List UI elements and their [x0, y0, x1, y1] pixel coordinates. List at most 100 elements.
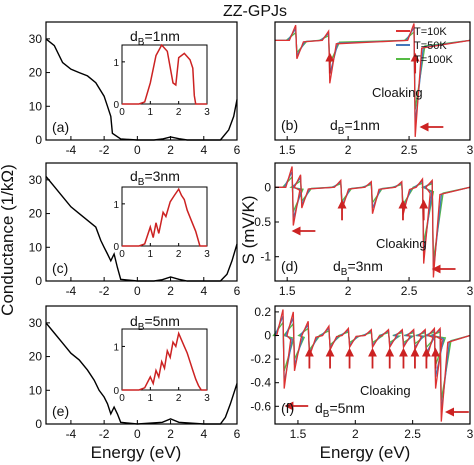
seebeck-panel: 1.5 2 2.5 3 0 -0.5 -1 Cloaking (d) dB=3nm — [250, 162, 474, 298]
inset-line — [122, 330, 207, 391]
x-tick-label: -2 — [99, 427, 110, 441]
seebeck-line — [275, 175, 471, 261]
annotation-cloaking: Cloaking — [372, 85, 423, 100]
y-tick-label: 30 — [29, 316, 43, 330]
y-tick-label: 20 — [29, 66, 43, 80]
inset-frame — [121, 186, 208, 247]
y-tick-label: 0 — [35, 274, 42, 288]
inset-line — [122, 187, 207, 247]
annotation-cloaking: Cloaking — [376, 236, 427, 251]
y-tick-label: -0.4 — [250, 376, 271, 390]
y-tick-label: 10 — [29, 99, 43, 113]
inset-y-tick-label: 0 — [113, 100, 119, 111]
inset-x-tick-label: 3 — [204, 249, 210, 260]
x-tick-label: 2.5 — [404, 427, 421, 441]
inset-frame — [121, 328, 208, 391]
x-tick-label: 4 — [200, 427, 207, 441]
y-tick-label: -0.5 — [250, 215, 271, 229]
y-tick-label: 0 — [35, 133, 42, 147]
x-tick-label: 2 — [345, 143, 352, 157]
legend-label: T=100K — [414, 54, 453, 66]
seebeck-line — [275, 309, 471, 422]
inset-x-tick-label: 3 — [204, 393, 210, 404]
inset-x-tick-label: 2 — [176, 249, 182, 260]
x-tick-label: 0 — [134, 143, 141, 157]
y-tick-label: 10 — [29, 383, 43, 397]
right-x-axis-label: Energy (eV) — [320, 443, 411, 462]
panel-tag: (a) — [52, 119, 69, 135]
panel-label-db: dB=3nm — [130, 168, 180, 188]
x-tick-label: 2 — [167, 143, 174, 157]
inset-x-tick-label: 1 — [148, 249, 154, 260]
x-tick-label: 6 — [234, 284, 241, 298]
panel-label-db: dB=3nm — [333, 258, 383, 278]
x-tick-label: 3 — [467, 284, 474, 298]
x-tick-label: 6 — [234, 143, 241, 157]
x-tick-label: 2 — [352, 427, 359, 441]
x-tick-label: 4 — [200, 143, 207, 157]
x-tick-label: -4 — [66, 427, 77, 441]
x-tick-label: -4 — [66, 143, 77, 157]
conductance-line — [45, 38, 238, 141]
y-tick-label: 0 — [264, 329, 271, 343]
y-tick-label: -0.2 — [250, 352, 271, 366]
inset-y-tick-label: 1 — [113, 342, 119, 353]
axes-frame — [274, 21, 471, 141]
x-tick-label: 2 — [167, 284, 174, 298]
inset-x-tick-label: 0 — [119, 107, 125, 118]
axes-frame — [274, 305, 471, 425]
x-tick-label: -2 — [99, 143, 110, 157]
left-y-axis-label: Conductance (1/kΩ) — [0, 164, 17, 316]
y-tick-label: 30 — [29, 32, 43, 46]
y-tick-label: 0 — [264, 180, 271, 194]
x-tick-label: 4 — [200, 284, 207, 298]
inset-plot: 0 1 2 3 0 1 — [113, 328, 210, 404]
y-tick-label: 20 — [29, 207, 43, 221]
inset-x-tick-label: 2 — [176, 107, 182, 118]
inset-y-tick-label: 1 — [113, 58, 119, 69]
panel-tag: (e) — [52, 403, 69, 419]
annotation-cloaking: Cloaking — [360, 383, 411, 398]
x-tick-label: 1.5 — [279, 284, 296, 298]
x-tick-label: -4 — [66, 284, 77, 298]
x-tick-label: 1.5 — [279, 143, 296, 157]
x-tick-label: 2.5 — [401, 143, 418, 157]
left-x-axis-label: Energy (eV) — [91, 443, 182, 462]
x-tick-label: 0 — [134, 427, 141, 441]
y-tick-label: 20 — [29, 350, 43, 364]
panel-label-db: dB=1nm — [330, 117, 380, 137]
inset-x-tick-label: 3 — [204, 107, 210, 118]
y-tick-label: 0.2 — [254, 305, 271, 319]
inset-x-tick-label: 0 — [119, 393, 125, 404]
panel-tag: (c) — [52, 260, 68, 276]
x-tick-label: 3 — [467, 427, 474, 441]
panel-label-db: dB=5nm — [315, 400, 365, 420]
y-tick-label: 0 — [35, 417, 42, 431]
y-tick-label: 30 — [29, 173, 43, 187]
x-tick-label: 2.5 — [401, 284, 418, 298]
panel-label-db: dB=5nm — [130, 313, 180, 333]
legend-label: T=10K — [414, 26, 447, 38]
inset-y-tick-label: 0 — [113, 386, 119, 397]
seebeck-line — [275, 166, 471, 278]
y-tick-label: -0.6 — [250, 399, 271, 413]
inset-line — [122, 43, 207, 105]
inset-plot: 0 1 2 3 0 1 — [113, 186, 210, 260]
right-y-axis-label: S (mV/K) — [239, 196, 258, 265]
seebeck-line — [275, 171, 471, 271]
x-tick-label: 0 — [134, 284, 141, 298]
figure-title: ZZ-GPJs — [223, 3, 287, 20]
panel-tag: (f) — [281, 400, 294, 416]
conductance-line — [45, 176, 238, 282]
panel-tag: (d) — [281, 258, 298, 274]
seebeck-panel: 1.5 2 2.5 3 0.2 0 -0.2 -0.4 -0.6 Cloaking (f) dB=5n… — [250, 305, 473, 441]
y-tick-label: 10 — [29, 240, 43, 254]
inset-y-tick-label: 0 — [113, 242, 119, 253]
panel-tag: (b) — [281, 117, 298, 133]
x-tick-label: 3 — [467, 143, 474, 157]
